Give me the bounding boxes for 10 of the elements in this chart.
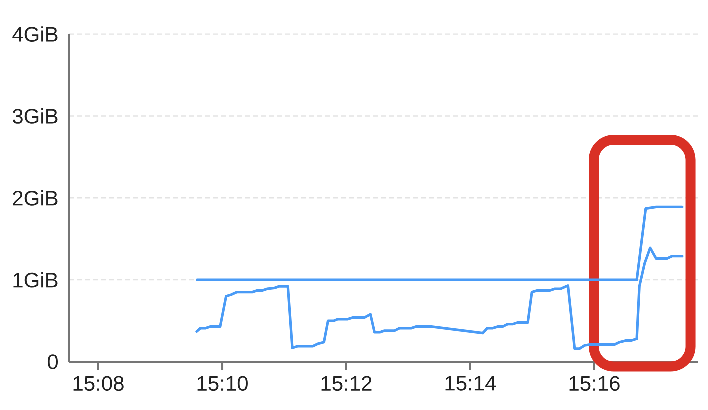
x-tick-label: 15:12 <box>322 376 372 392</box>
y-tick-label: 3GiB <box>12 108 58 124</box>
x-tick-label: 15:16 <box>570 376 620 392</box>
x-tick-label: 15:10 <box>198 376 248 392</box>
y-tick-label: 2GiB <box>13 190 58 206</box>
x-tick-label: 15:14 <box>446 376 496 391</box>
y-tick-label: 0 <box>48 354 58 370</box>
y-tick-label: 1GiB <box>14 272 58 288</box>
x-tick-label: 15:08 <box>74 376 124 392</box>
y-tick-label: 4GiB <box>12 26 58 42</box>
